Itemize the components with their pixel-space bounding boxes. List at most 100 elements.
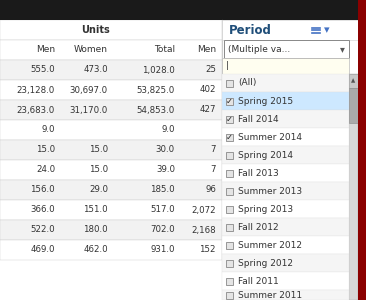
Text: Spring 2012: Spring 2012 [238, 259, 293, 268]
Text: 54,853.0: 54,853.0 [137, 106, 175, 115]
Text: 427: 427 [199, 106, 216, 115]
Text: 15.0: 15.0 [89, 146, 108, 154]
Bar [226, 224, 233, 230]
Bar [222, 236, 349, 254]
Bar [222, 146, 349, 164]
Bar [226, 116, 233, 122]
Text: ▾: ▾ [324, 25, 330, 35]
Text: Summer 2013: Summer 2013 [238, 187, 302, 196]
Bar [0, 160, 222, 180]
Text: Fall 2013: Fall 2013 [238, 169, 279, 178]
Text: Women: Women [74, 46, 108, 55]
Bar [222, 272, 349, 290]
Text: 9.0: 9.0 [41, 125, 55, 134]
Text: 180.0: 180.0 [83, 226, 108, 235]
Text: Period: Period [229, 23, 272, 37]
Bar [349, 74, 358, 88]
Text: ▾: ▾ [340, 44, 345, 54]
Text: 151.0: 151.0 [83, 206, 108, 214]
Text: 469.0: 469.0 [30, 245, 55, 254]
Text: 522.0: 522.0 [30, 226, 55, 235]
Text: 23,128.0: 23,128.0 [17, 85, 55, 94]
Text: 555.0: 555.0 [30, 65, 55, 74]
Text: 517.0: 517.0 [150, 206, 175, 214]
Bar [222, 218, 349, 236]
Bar [226, 242, 233, 248]
Text: Fall 2012: Fall 2012 [238, 223, 279, 232]
Text: 15.0: 15.0 [89, 166, 108, 175]
Text: ✓: ✓ [226, 115, 233, 124]
Bar [226, 260, 233, 266]
Bar [222, 20, 358, 300]
Text: 402: 402 [199, 85, 216, 94]
Bar [222, 74, 349, 92]
Bar [0, 80, 222, 100]
Bar [222, 182, 349, 200]
Text: Spring 2014: Spring 2014 [238, 151, 293, 160]
Bar [222, 92, 349, 110]
Bar [349, 88, 358, 123]
Text: 39.0: 39.0 [156, 166, 175, 175]
Bar [0, 60, 222, 80]
Text: 1,028.0: 1,028.0 [142, 65, 175, 74]
Text: Units: Units [81, 25, 109, 35]
Bar [0, 200, 222, 220]
Bar [349, 74, 358, 300]
Bar [226, 188, 233, 194]
Text: Fall 2014: Fall 2014 [238, 115, 279, 124]
Text: 156.0: 156.0 [30, 185, 55, 194]
Text: Total: Total [154, 46, 175, 55]
Bar [226, 206, 233, 212]
Text: 931.0: 931.0 [150, 245, 175, 254]
Bar [0, 220, 222, 240]
Text: 7: 7 [210, 146, 216, 154]
Bar [0, 240, 222, 260]
Bar [0, 0, 366, 20]
Text: (All): (All) [238, 79, 256, 88]
Text: |: | [226, 61, 229, 70]
Bar [224, 40, 349, 58]
Text: ✓: ✓ [226, 133, 233, 142]
Text: Men: Men [36, 46, 55, 55]
Text: 2,072: 2,072 [191, 206, 216, 214]
Text: 366.0: 366.0 [30, 206, 55, 214]
Text: 96: 96 [205, 185, 216, 194]
Text: 23,683.0: 23,683.0 [17, 106, 55, 115]
Bar [226, 169, 233, 176]
Bar [222, 110, 349, 128]
Bar [222, 128, 349, 146]
Text: 152: 152 [199, 245, 216, 254]
Bar [222, 20, 358, 40]
Text: Men: Men [197, 46, 216, 55]
Text: 30.0: 30.0 [156, 146, 175, 154]
Bar [222, 290, 349, 300]
Bar [358, 0, 366, 300]
Bar [226, 278, 233, 284]
Text: 29.0: 29.0 [89, 185, 108, 194]
Text: (Multiple va...: (Multiple va... [228, 44, 290, 53]
Bar [222, 164, 349, 182]
Bar [0, 120, 222, 140]
Bar [0, 40, 222, 60]
Bar [226, 98, 233, 104]
Text: 7: 7 [210, 166, 216, 175]
Bar [0, 100, 222, 120]
Text: Spring 2013: Spring 2013 [238, 205, 293, 214]
Bar [0, 20, 222, 40]
Bar [226, 292, 233, 298]
Text: 53,825.0: 53,825.0 [137, 85, 175, 94]
Text: 30,697.0: 30,697.0 [70, 85, 108, 94]
Text: 9.0: 9.0 [161, 125, 175, 134]
Bar [226, 152, 233, 158]
Bar [226, 80, 233, 86]
Text: 702.0: 702.0 [150, 226, 175, 235]
Text: Summer 2014: Summer 2014 [238, 133, 302, 142]
Text: Fall 2011: Fall 2011 [238, 277, 279, 286]
Text: ✓: ✓ [226, 97, 233, 106]
Text: 473.0: 473.0 [83, 65, 108, 74]
Bar [222, 200, 349, 218]
Text: 31,170.0: 31,170.0 [70, 106, 108, 115]
Text: Summer 2011: Summer 2011 [238, 290, 302, 299]
Bar [0, 140, 222, 160]
Bar [0, 180, 222, 200]
